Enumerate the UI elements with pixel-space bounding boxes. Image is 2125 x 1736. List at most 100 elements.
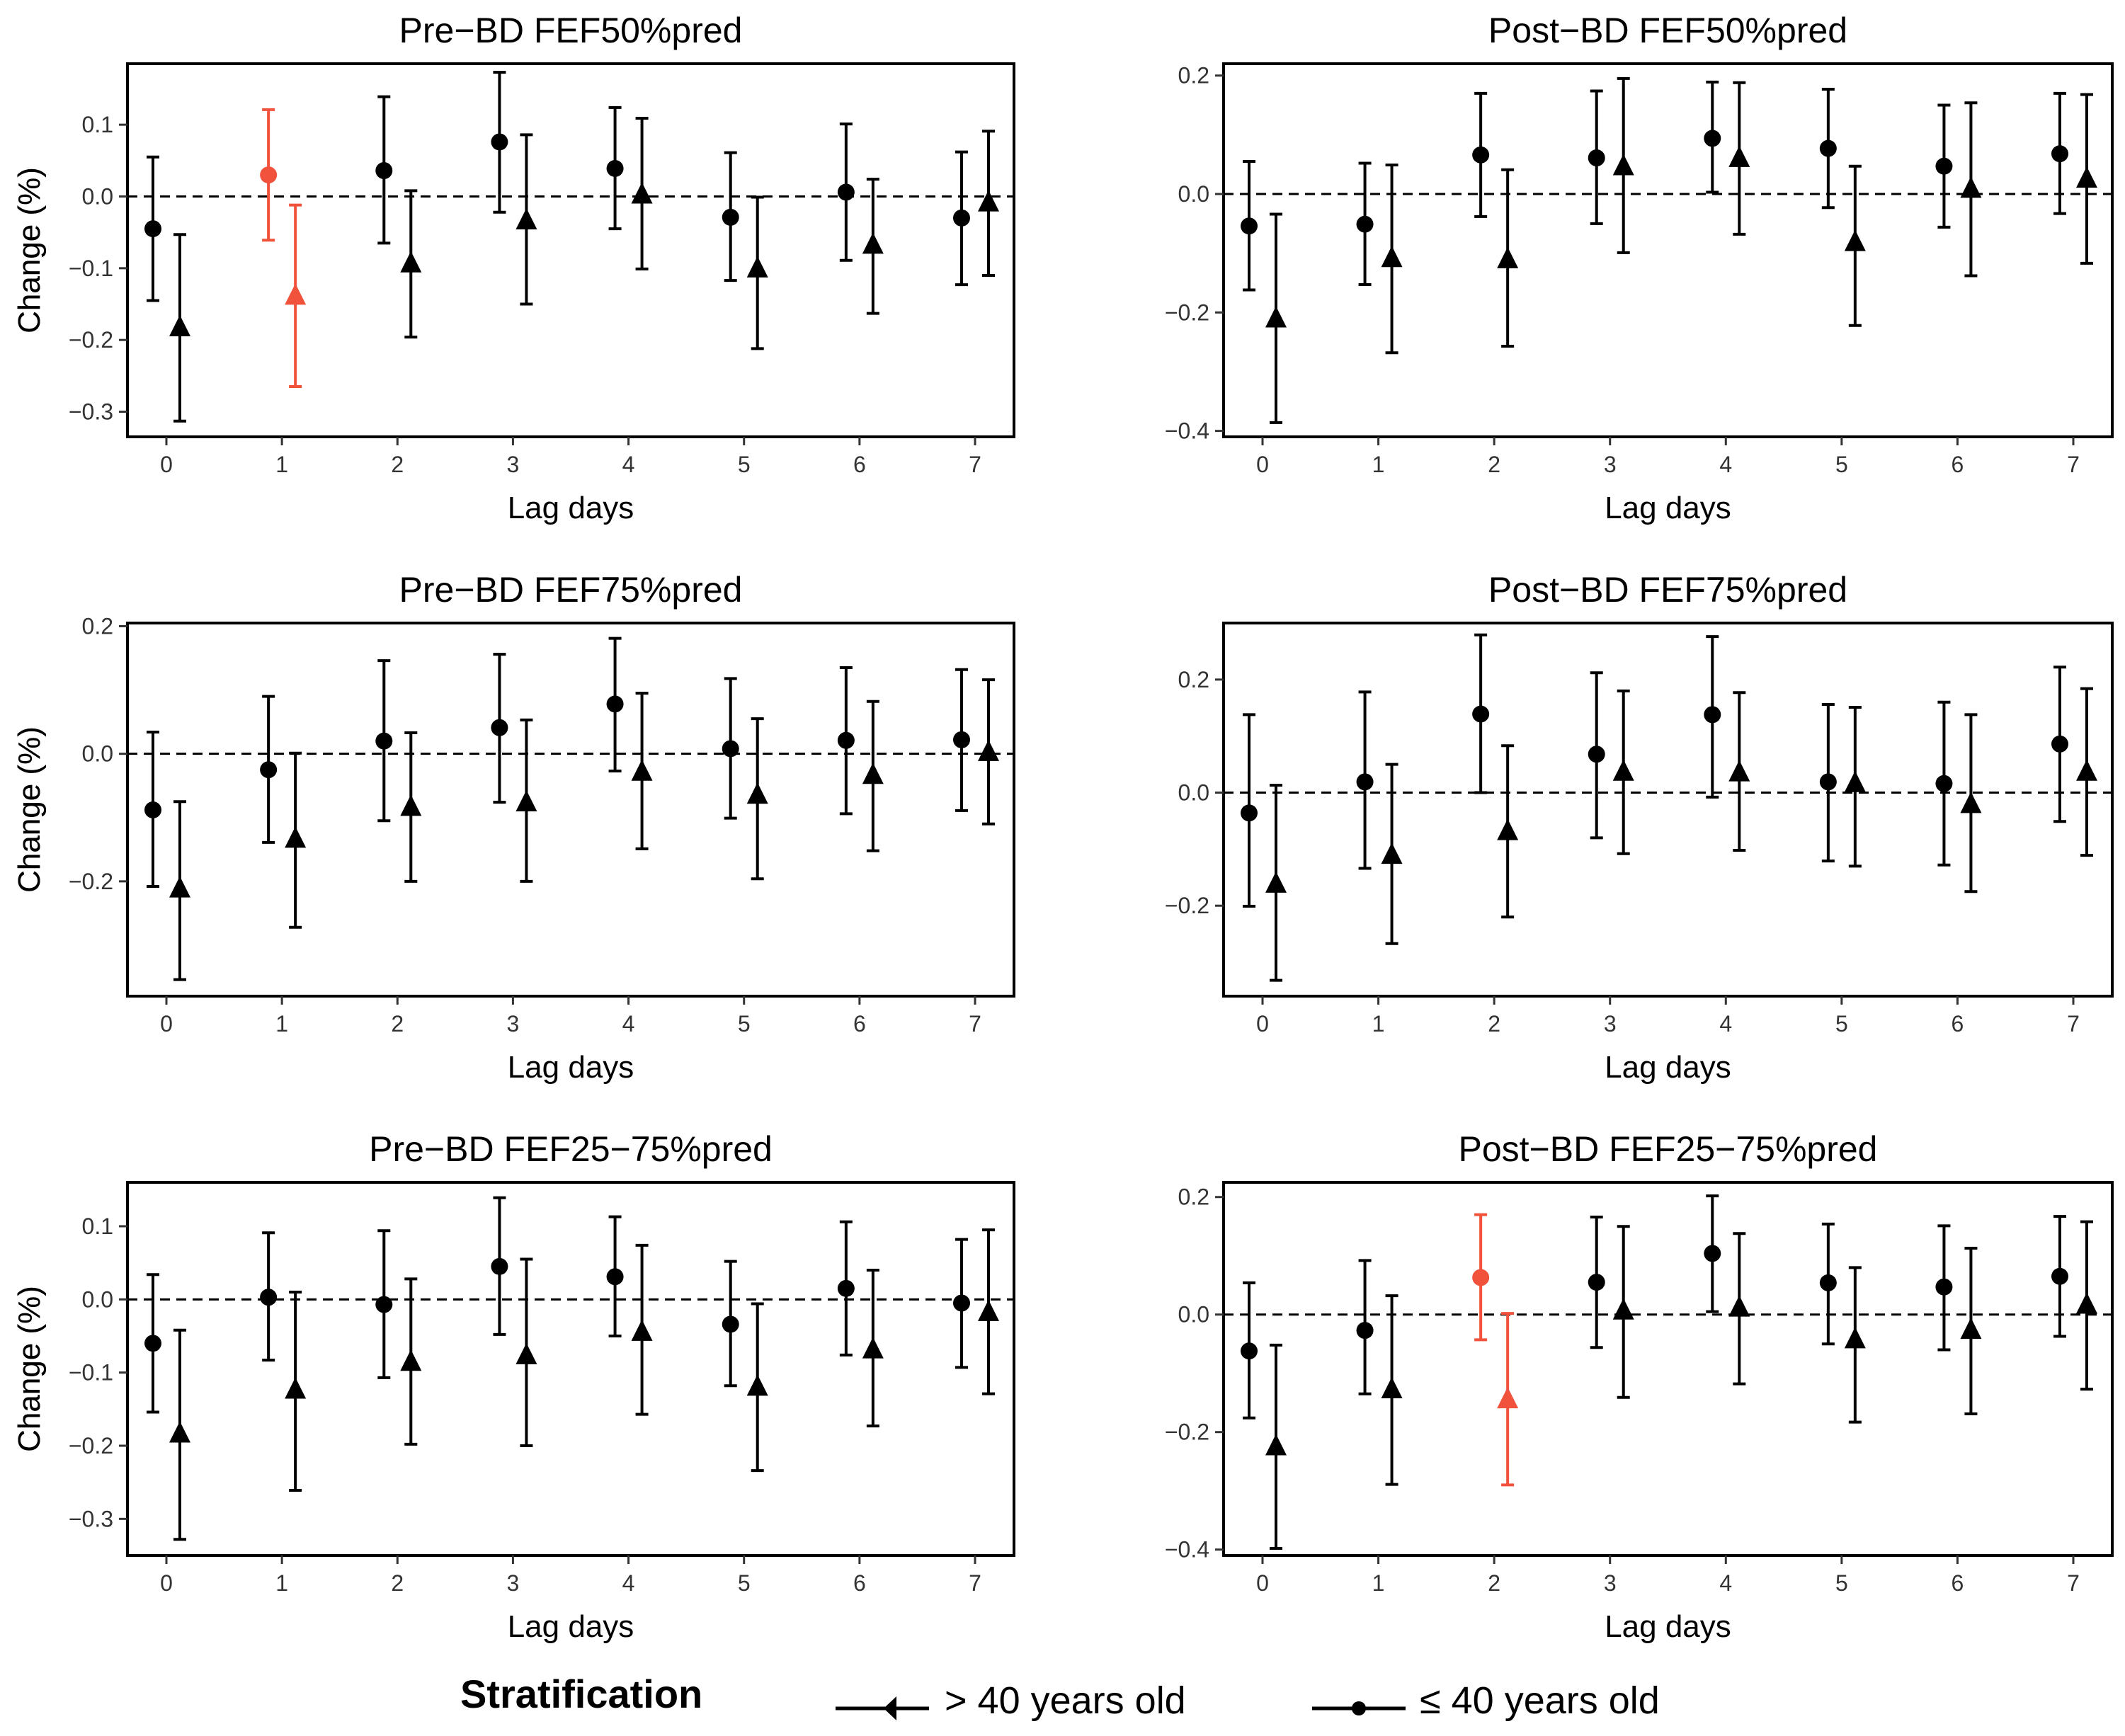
x-tick-label: 3	[507, 1570, 520, 1596]
data-point-circle	[491, 133, 508, 151]
data-point-circle	[837, 1279, 855, 1297]
x-tick-label: 2	[1488, 1011, 1500, 1037]
plot-frame	[126, 62, 1015, 438]
legend-title: Stratification	[460, 1672, 702, 1716]
data-point-circle	[1935, 157, 1953, 175]
data-point-circle	[722, 740, 739, 758]
x-tick-label: 5	[1835, 1011, 1848, 1037]
y-tick-label: 0.1	[82, 112, 113, 137]
x-tick-label: 7	[2067, 1570, 2080, 1596]
y-tick-label: 0.2	[1178, 63, 1209, 88]
data-point-triangle	[1381, 1376, 1403, 1398]
x-tick-label: 2	[1488, 452, 1500, 477]
data-point-circle	[1356, 1322, 1374, 1340]
data-point-triangle	[285, 826, 307, 848]
circle-marker-icon	[1352, 1701, 1366, 1715]
data-point-circle	[1819, 773, 1837, 791]
y-tick-label: −0.2	[69, 327, 113, 353]
data-point-triangle	[285, 283, 307, 305]
y-tick-label: −0.4	[1165, 418, 1209, 444]
data-point-triangle	[1960, 176, 1982, 198]
data-point-triangle	[1265, 306, 1287, 328]
x-tick-label: 6	[853, 1011, 866, 1037]
data-point-triangle	[978, 190, 999, 212]
chart-title: Post−BD FEF50%pred	[1488, 11, 1847, 50]
x-axis-title: Lag days	[508, 1609, 634, 1644]
x-tick-label: 5	[1835, 1570, 1848, 1596]
x-tick-label: 7	[2067, 452, 2080, 477]
plot-frame	[1222, 622, 2114, 998]
data-point-circle	[144, 1335, 161, 1352]
data-point-circle	[953, 1294, 970, 1312]
y-tick-label: −0.2	[1165, 893, 1209, 918]
data-point-triangle	[862, 763, 884, 784]
x-tick-label: 2	[1488, 1570, 1500, 1596]
data-point-triangle	[746, 782, 768, 804]
y-axis-title: Change (%)	[12, 1286, 47, 1452]
data-point-triangle	[1265, 1434, 1287, 1456]
data-point-circle	[491, 1257, 508, 1275]
chart-title: Post−BD FEF75%pred	[1488, 570, 1847, 610]
data-point-circle	[375, 162, 393, 180]
data-point-triangle	[1612, 759, 1634, 781]
y-axis-title: Change (%)	[12, 167, 47, 333]
data-point-triangle	[746, 1374, 768, 1396]
y-tick-label: 0.2	[1178, 1184, 1209, 1210]
x-axis-title: Lag days	[508, 1050, 634, 1085]
chart-title: Pre−BD FEF75%pred	[399, 570, 743, 610]
data-point-triangle	[1497, 1387, 1519, 1409]
data-point-circle	[1356, 773, 1374, 791]
data-point-triangle	[515, 207, 537, 229]
data-point-circle	[1588, 746, 1605, 763]
x-tick-label: 0	[1256, 452, 1269, 477]
data-point-triangle	[2076, 759, 2097, 781]
x-tick-label: 4	[622, 452, 635, 477]
x-tick-label: 5	[738, 1011, 751, 1037]
data-point-triangle	[169, 876, 190, 898]
data-point-triangle	[1497, 246, 1519, 268]
data-point-circle	[1704, 1245, 1721, 1262]
y-tick-label: −0.2	[1165, 299, 1209, 325]
legend: Stratification > 40 years old ≤ 40 years…	[460, 1672, 1660, 1722]
y-tick-label: −0.4	[1165, 1537, 1209, 1563]
data-point-circle	[1472, 705, 1490, 723]
legend-label-over-40: > 40 years old	[945, 1679, 1186, 1722]
y-tick-label: 0.0	[1178, 780, 1209, 806]
x-axis-title: Lag days	[508, 491, 634, 525]
x-tick-label: 3	[507, 452, 520, 477]
data-point-circle	[260, 761, 278, 779]
x-tick-label: 3	[1604, 1570, 1617, 1596]
data-point-triangle	[1612, 1298, 1634, 1320]
x-tick-label: 2	[391, 1011, 404, 1037]
data-point-triangle	[631, 1319, 653, 1341]
data-point-circle	[1935, 1278, 1953, 1296]
x-tick-label: 7	[969, 1011, 981, 1037]
data-point-triangle	[285, 1377, 307, 1399]
x-tick-label: 5	[738, 452, 751, 477]
x-tick-label: 6	[853, 452, 866, 477]
data-point-triangle	[400, 251, 422, 273]
data-point-circle	[1819, 139, 1837, 157]
legend-item-over-40: > 40 years old	[836, 1679, 1186, 1722]
x-tick-label: 6	[1952, 1570, 1964, 1596]
data-point-circle	[1588, 1274, 1605, 1291]
chart-panel-4: Post−BD FEF75%pred 0.2 0.0 −0.2 0 1 2 3 4 5 6 7 Lag …	[12, 570, 2114, 1085]
data-point-triangle	[1844, 229, 1866, 251]
x-tick-label: 2	[391, 1570, 404, 1596]
data-point-triangle	[1265, 871, 1287, 893]
x-tick-label: 1	[1372, 452, 1385, 477]
data-point-triangle	[1497, 818, 1519, 840]
data-point-triangle	[2076, 166, 2097, 188]
data-point-triangle	[400, 794, 422, 816]
data-point-triangle	[631, 759, 653, 781]
triangle-marker-icon	[884, 1696, 896, 1720]
data-point-circle	[144, 220, 161, 238]
x-tick-label: 3	[1604, 1011, 1617, 1037]
data-point-triangle	[2076, 1292, 2097, 1314]
x-tick-label: 4	[622, 1011, 635, 1037]
x-tick-label: 4	[622, 1570, 635, 1596]
data-point-triangle	[169, 1421, 190, 1443]
x-tick-label: 1	[1372, 1011, 1385, 1037]
chart-title: Post−BD FEF25−75%pred	[1459, 1129, 1878, 1169]
data-point-circle	[722, 208, 739, 226]
